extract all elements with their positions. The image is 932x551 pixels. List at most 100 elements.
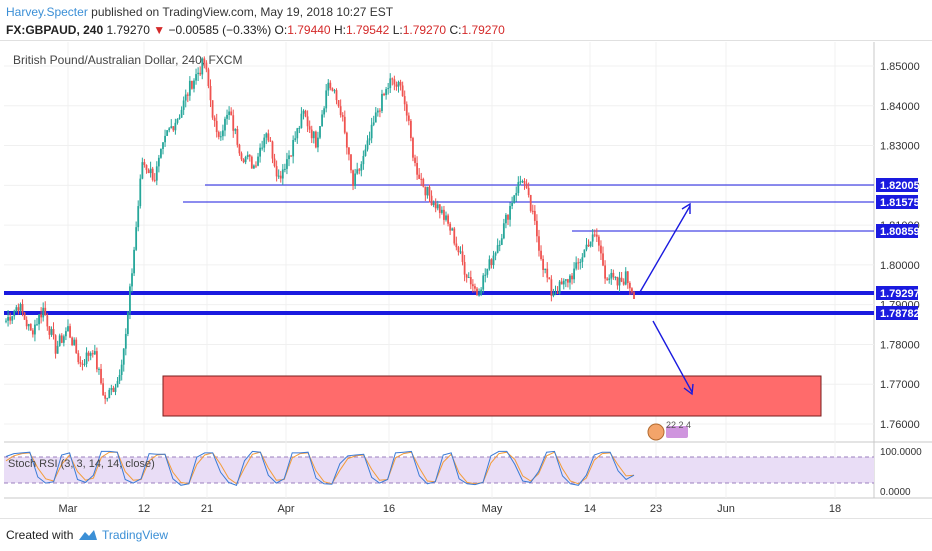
candle-body xyxy=(110,388,113,390)
candle-body xyxy=(139,178,142,207)
candle-body xyxy=(362,155,365,165)
candle-body xyxy=(151,168,154,180)
candle-body xyxy=(172,126,175,131)
candle-body xyxy=(343,116,346,133)
candle-body xyxy=(449,223,452,231)
candle-body xyxy=(492,255,495,266)
candle-body xyxy=(418,174,421,179)
candle-body xyxy=(281,169,284,179)
candle-body xyxy=(255,165,257,167)
tradingview-link[interactable]: TradingView xyxy=(102,528,169,542)
candle-body xyxy=(352,170,354,186)
price-label-3: 1.80859 xyxy=(880,226,920,238)
event-badge[interactable]: 22 2 4 xyxy=(647,420,691,441)
candle-body xyxy=(75,339,78,354)
candle-body xyxy=(271,141,274,159)
tradingview-logo-icon[interactable] xyxy=(78,528,98,542)
candle-body xyxy=(558,281,561,294)
up-arrow[interactable] xyxy=(639,205,691,293)
candle-body xyxy=(544,268,547,270)
candle-body xyxy=(246,154,249,157)
candle-body xyxy=(104,395,107,399)
candle-body xyxy=(21,304,24,313)
candle-body xyxy=(387,88,390,90)
candle-body xyxy=(339,106,342,116)
candle-body xyxy=(381,93,383,112)
stoch-line xyxy=(5,451,635,485)
candle-body xyxy=(166,130,169,136)
candle-body xyxy=(453,228,456,244)
candle-body xyxy=(403,96,406,105)
candle-body xyxy=(610,272,613,279)
candle-body xyxy=(329,82,332,89)
created-with-text: Created with xyxy=(6,528,74,542)
candle-body xyxy=(443,209,445,220)
candle-body xyxy=(391,78,394,80)
candle-body xyxy=(348,147,350,155)
candle-body xyxy=(432,202,435,206)
down-arrow[interactable] xyxy=(652,320,693,393)
time-axis[interactable]: Mar 12 21 Apr 16 May 14 23 Jun 18 xyxy=(59,503,842,515)
candle-body xyxy=(120,364,123,376)
symbol-label: FX:GBPAUD, 240 xyxy=(6,23,104,37)
candle-body xyxy=(116,380,119,388)
candle-body xyxy=(25,319,28,327)
stoch-tick-0: 0.0000 xyxy=(880,487,911,498)
price-level-labels: 1.82005 1.81575 1.80859 1.79297 1.78782 xyxy=(876,178,920,320)
candle-body xyxy=(614,276,617,278)
candle-body xyxy=(426,186,429,196)
ohlc-bar: FX:GBPAUD, 240 1.79270 ▼ −0.00585 (−0.33… xyxy=(6,23,505,37)
candle-body xyxy=(414,157,416,163)
candle-body xyxy=(38,314,40,325)
candle-body xyxy=(469,277,472,285)
candle-body xyxy=(447,215,449,224)
candle-body xyxy=(507,214,509,220)
candle-body xyxy=(149,168,152,174)
candle-body xyxy=(436,204,439,209)
candle-body xyxy=(529,195,532,211)
candle-body xyxy=(85,352,88,364)
price-tick: 1.76000 xyxy=(880,419,920,431)
candle-body xyxy=(401,85,404,97)
price-label-box-5 xyxy=(876,306,918,320)
candle-body xyxy=(393,79,396,85)
candle-body xyxy=(83,363,86,365)
price-chart[interactable]: British Pound/Australian Dollar, 240, FX… xyxy=(0,42,932,518)
candle-body xyxy=(385,89,388,96)
candle-body xyxy=(560,281,563,285)
candle-body xyxy=(248,154,251,157)
candle-body xyxy=(478,294,480,296)
candle-body xyxy=(360,164,363,171)
candle-body xyxy=(595,234,598,237)
candle-body xyxy=(616,276,619,286)
footer: Created with TradingView xyxy=(0,518,932,551)
candle-body xyxy=(5,320,7,322)
candle-body xyxy=(509,206,511,220)
candle-body xyxy=(261,147,264,149)
candle-body xyxy=(77,353,80,363)
main-pane[interactable] xyxy=(4,42,874,442)
candle-body xyxy=(622,281,625,285)
candle-body xyxy=(626,271,629,283)
candle-body xyxy=(191,80,193,89)
candle-body xyxy=(502,223,505,239)
candle-body xyxy=(604,265,606,279)
demand-zone[interactable] xyxy=(162,375,822,417)
candle-body xyxy=(325,90,328,109)
price-axis[interactable]: 1.850001.840001.830001.820001.810001.800… xyxy=(880,61,920,431)
candle-body xyxy=(422,178,425,187)
chart-title: British Pound/Australian Dollar, 240, FX… xyxy=(13,53,242,67)
candle-body xyxy=(585,244,588,250)
candle-body xyxy=(474,286,476,289)
candle-body xyxy=(81,363,84,365)
candle-body xyxy=(461,251,464,262)
author-link[interactable]: Harvey.Specter xyxy=(6,5,88,19)
candle-body xyxy=(459,251,462,253)
candle-body xyxy=(244,156,247,163)
down-arrow-icon: ▼ xyxy=(153,23,166,37)
stoch-tick-100: 100.0000 xyxy=(880,447,922,458)
candle-body xyxy=(548,277,551,280)
candle-body xyxy=(542,258,545,270)
candle-body xyxy=(124,333,127,349)
candle-body xyxy=(292,139,295,157)
